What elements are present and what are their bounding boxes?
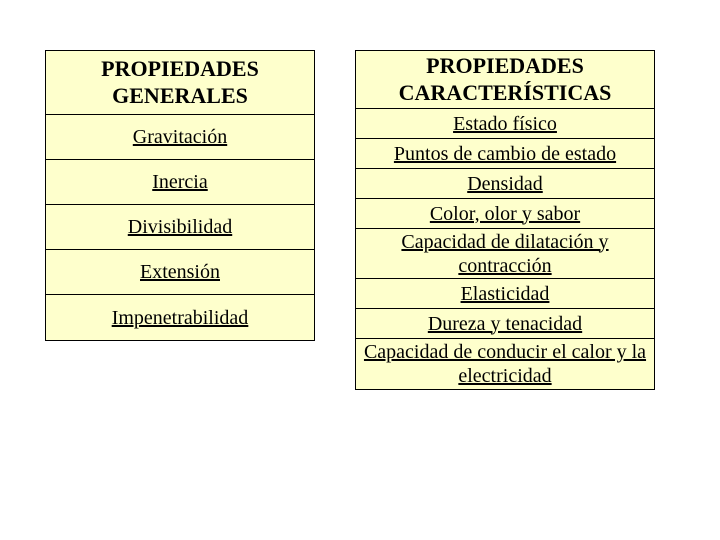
right-table-item: Color, olor y sabor <box>356 199 654 229</box>
left-table-item: Divisibilidad <box>46 205 314 250</box>
right-table-item: Capacidad de conducir el calor y la elec… <box>356 339 654 389</box>
right-table-header: PROPIEDADES CARACTERÍSTICAS <box>356 51 654 109</box>
right-table-item: Puntos de cambio de estado <box>356 139 654 169</box>
right-table-item: Elasticidad <box>356 279 654 309</box>
right-table-item: Dureza y tenacidad <box>356 309 654 339</box>
tables-container: PROPIEDADES GENERALES Gravitación Inerci… <box>0 0 720 390</box>
right-table-item: Capacidad de dilatación y contracción <box>356 229 654 279</box>
left-table-header: PROPIEDADES GENERALES <box>46 51 314 115</box>
left-table-item: Inercia <box>46 160 314 205</box>
left-table-item: Gravitación <box>46 115 314 160</box>
left-table-item: Impenetrabilidad <box>46 295 314 340</box>
right-table: PROPIEDADES CARACTERÍSTICAS Estado físic… <box>355 50 655 390</box>
left-table: PROPIEDADES GENERALES Gravitación Inerci… <box>45 50 315 341</box>
right-table-item: Estado físico <box>356 109 654 139</box>
left-table-item: Extensión <box>46 250 314 295</box>
right-table-item: Densidad <box>356 169 654 199</box>
